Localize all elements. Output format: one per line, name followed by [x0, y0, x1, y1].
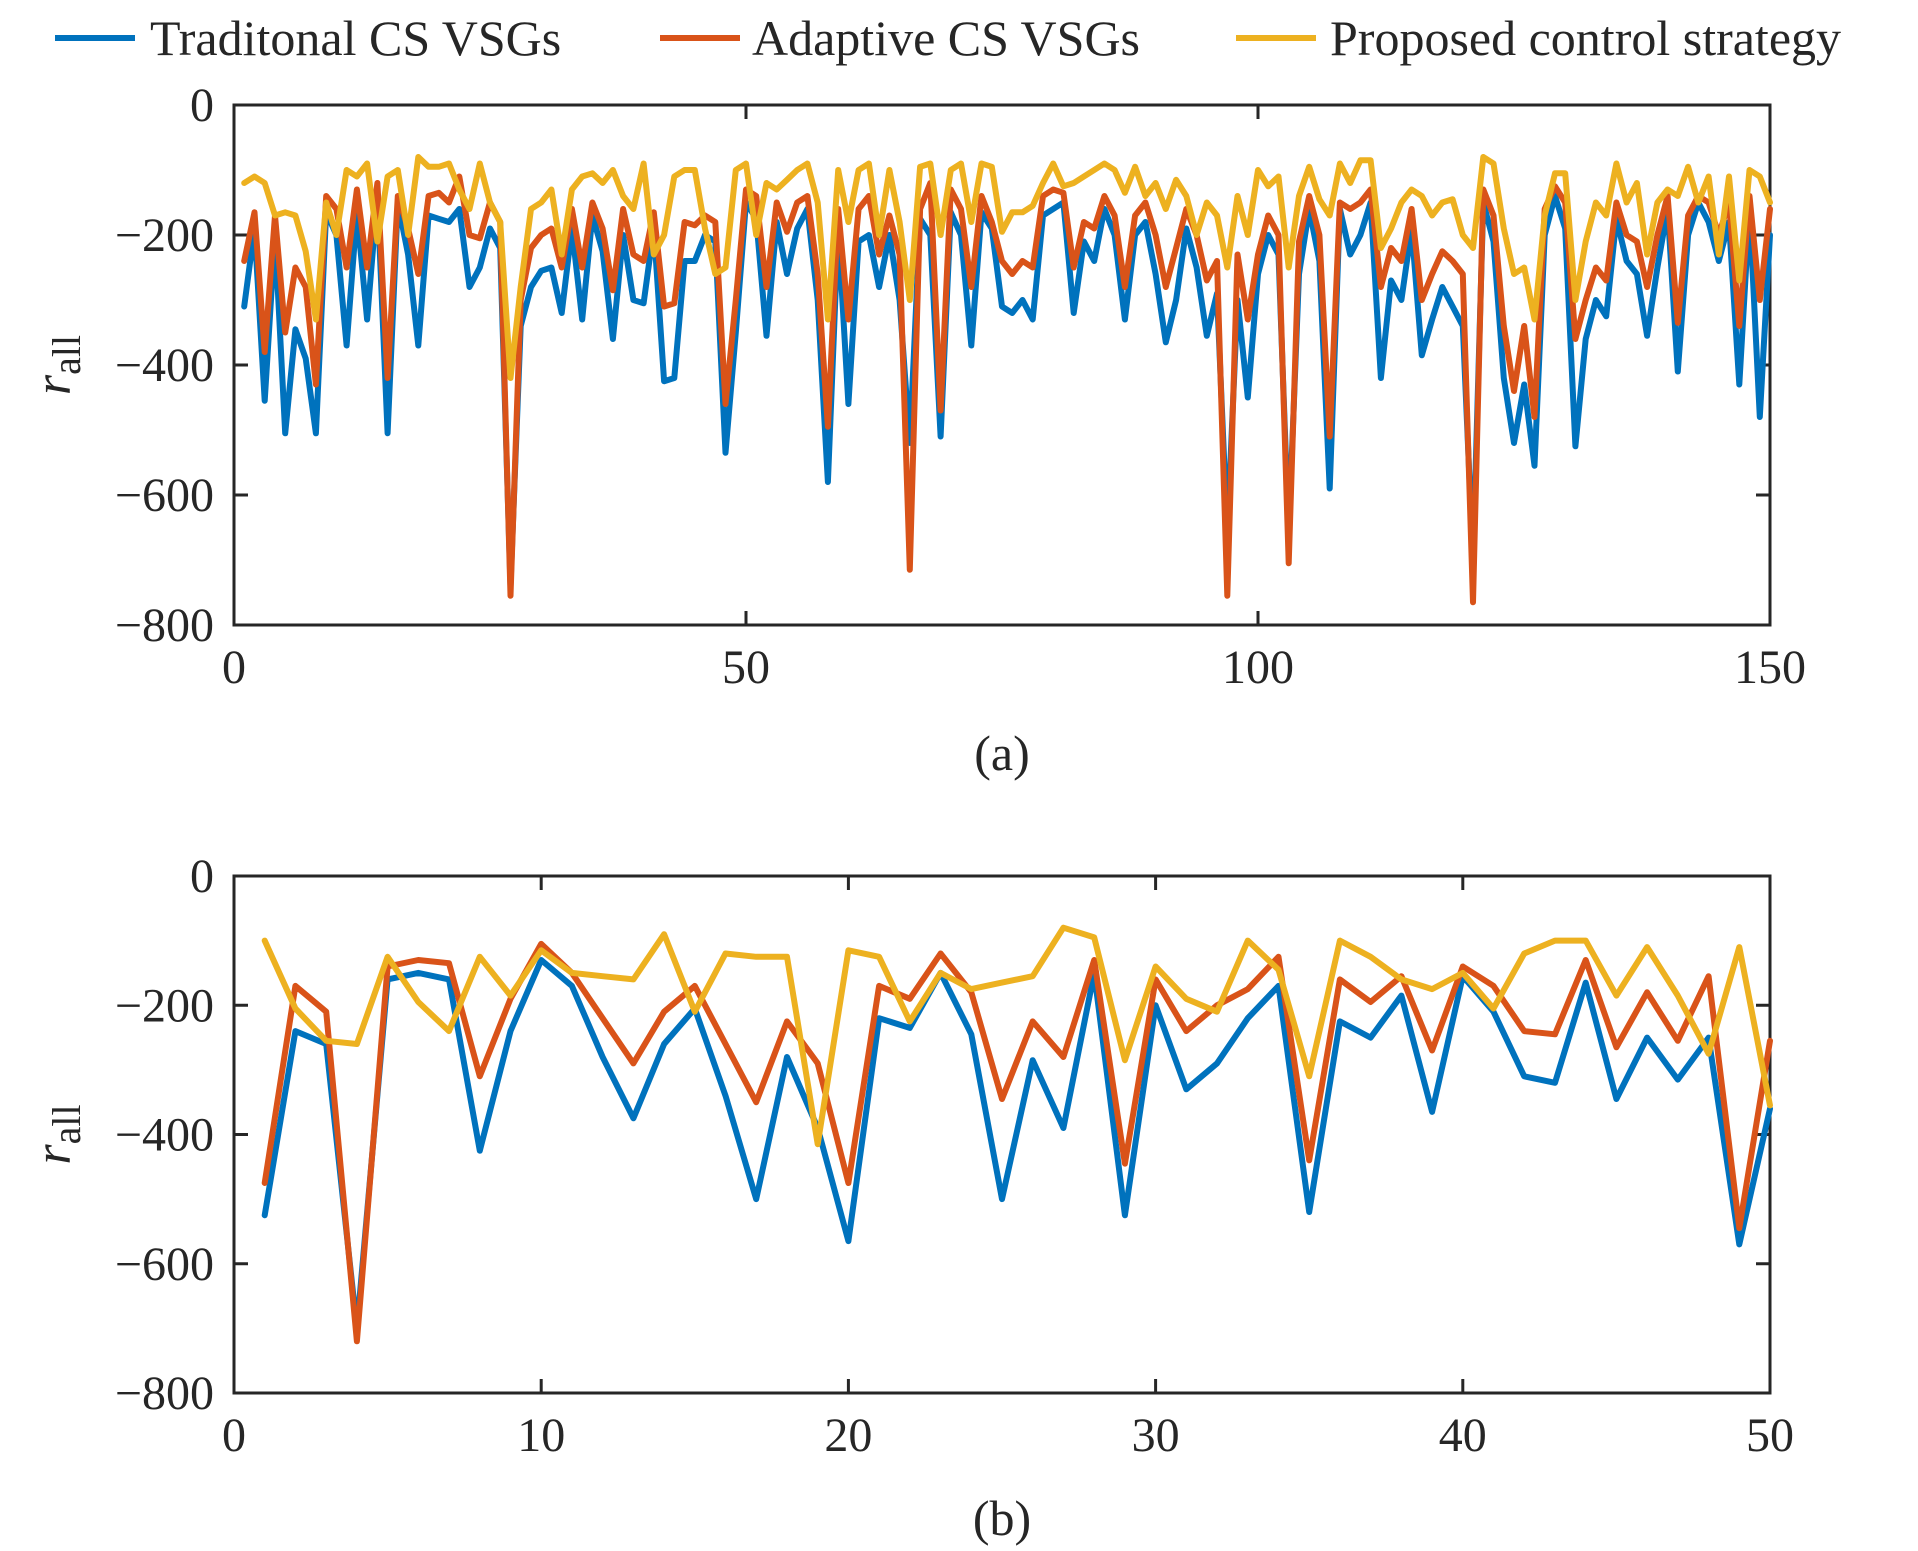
panel-caption: (a): [974, 725, 1030, 781]
y-tick-label: −600: [115, 1238, 214, 1291]
y-axis-label-sub: all: [44, 335, 89, 375]
series-line-3: [241, 154, 1773, 381]
plot-frame: [232, 874, 1772, 1395]
x-tick-label: 0: [222, 1409, 246, 1462]
y-tick-label: 0: [190, 850, 214, 903]
x-tick-label: 50: [722, 641, 770, 694]
y-tick-label: −200: [115, 209, 214, 262]
chart-panel-a: 0 50 100 150 0 −200 −400 −600 −800 rall (a): [25, 79, 1806, 781]
panel-caption: (b): [973, 1490, 1031, 1546]
y-axis-label-main: r: [25, 1144, 82, 1165]
x-tick-label: 50: [1746, 1409, 1794, 1462]
legend-label-2: Adaptive CS VSGs: [752, 10, 1140, 66]
y-axis-label-main: r: [25, 374, 82, 395]
legend-label-3: Proposed control strategy: [1330, 10, 1841, 66]
y-tick-label: −200: [115, 979, 214, 1032]
y-axis-label: rall: [25, 335, 89, 395]
x-tick-label: 10: [517, 1409, 565, 1462]
x-tick-label: 20: [824, 1409, 872, 1462]
y-axis-label-sub: all: [44, 1104, 89, 1144]
x-tick-label: 40: [1439, 1409, 1487, 1462]
x-tick-label: 100: [1222, 641, 1294, 694]
y-axis-label: rall: [25, 1104, 89, 1164]
legend: Traditonal CS VSGs Adaptive CS VSGs Propos…: [55, 10, 1841, 66]
y-tick-label: −400: [115, 1109, 214, 1162]
y-tick-label: −800: [115, 599, 214, 652]
y-tick-label: 0: [190, 79, 214, 132]
y-tick-label: −400: [115, 339, 214, 392]
legend-label-1: Traditonal CS VSGs: [150, 10, 561, 66]
chart-panel-b: 0 10 20 30 40 50 0 −200 −400 −600 −800 rall (b): [25, 850, 1794, 1546]
series-line-3: [261, 924, 1773, 1148]
y-tick-label: −600: [115, 469, 214, 522]
x-tick-label: 30: [1132, 1409, 1180, 1462]
x-tick-label: 150: [1734, 641, 1806, 694]
y-tick-label: −800: [115, 1367, 214, 1420]
x-tick-label: 0: [222, 641, 246, 694]
series-line-1: [261, 957, 1773, 1332]
